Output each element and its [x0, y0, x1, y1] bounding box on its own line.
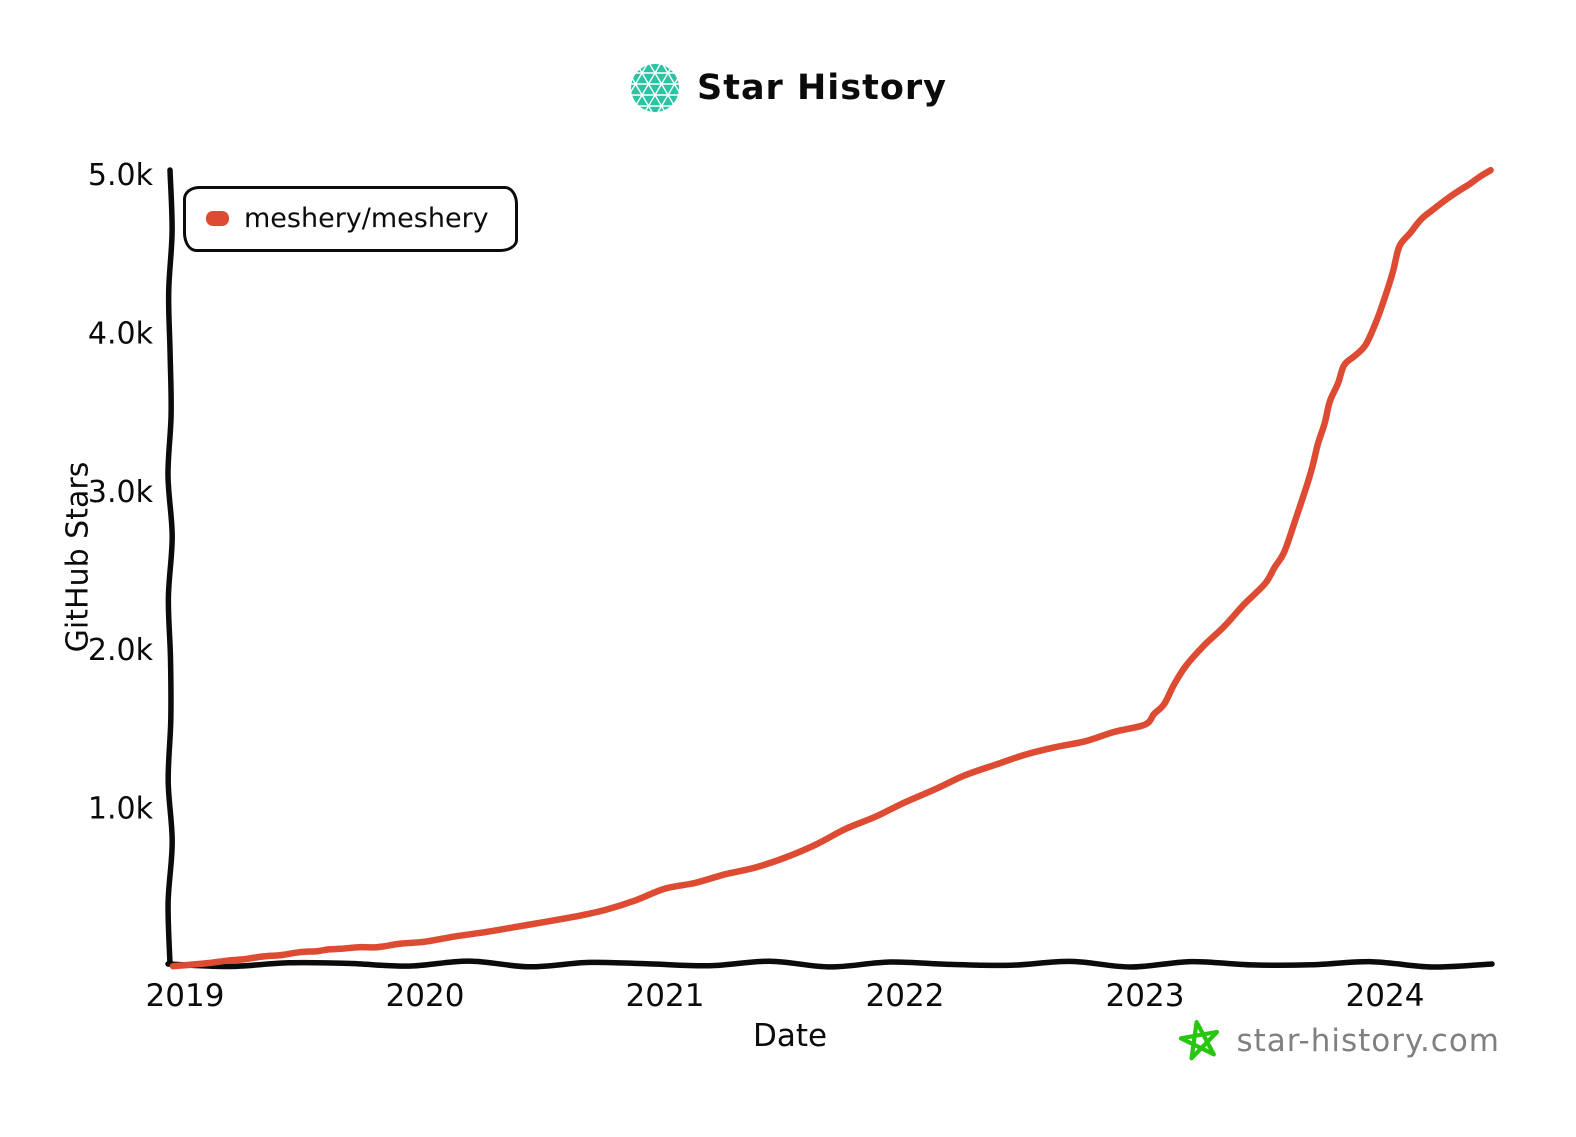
y-tick-label: 5.0k — [88, 158, 154, 193]
legend-series-label: meshery/meshery — [244, 203, 489, 234]
page-title: Star History — [697, 68, 947, 108]
x-tick-label: 2019 — [146, 978, 225, 1014]
y-tick-label: 2.0k — [88, 633, 154, 668]
y-tick-label: 1.0k — [88, 792, 154, 827]
x-tick-label: 2023 — [1106, 978, 1185, 1014]
x-tick-label: 2022 — [866, 978, 945, 1014]
series-color-marker — [206, 211, 229, 226]
footer-site-label: star-history.com — [1236, 1023, 1500, 1059]
star-icon — [1179, 1019, 1220, 1061]
star-history-logo-icon — [631, 64, 679, 112]
y-axis-title: GitHub Stars — [60, 461, 96, 653]
x-axis-title: Date — [752, 1018, 828, 1054]
series-line — [169, 166, 1494, 970]
header: Star History — [0, 62, 1576, 114]
x-tick-label: 2020 — [386, 978, 465, 1014]
footer: star-history.com — [1176, 1017, 1500, 1065]
x-tick-label: 2024 — [1346, 978, 1425, 1014]
legend: meshery/meshery — [183, 186, 518, 252]
y-tick-label: 4.0k — [88, 316, 154, 351]
x-tick-label: 2021 — [626, 978, 705, 1014]
y-tick-label: 3.0k — [88, 475, 154, 510]
